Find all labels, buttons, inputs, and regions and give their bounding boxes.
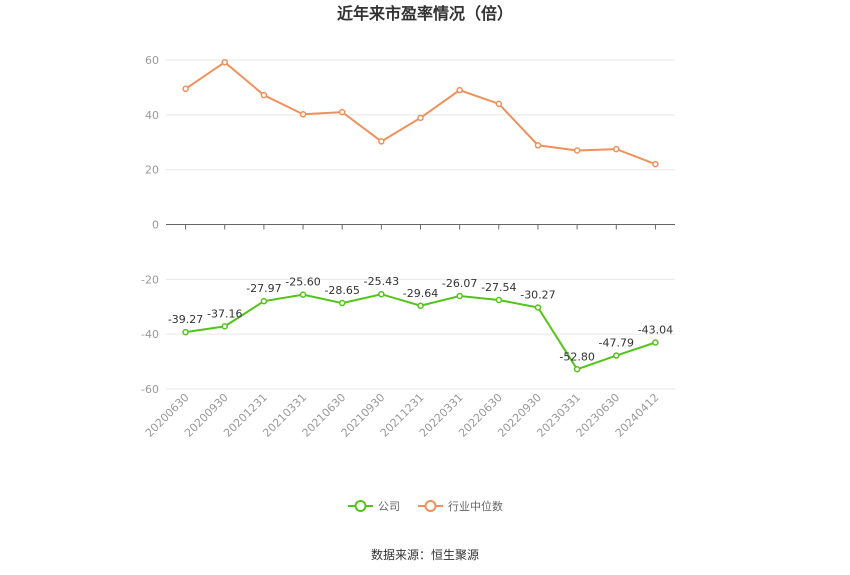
data-label: -27.54 <box>481 281 516 294</box>
series-layer: -39.27 -37.16 -27.97 -25.60 -28.65 -25.43 -29.… <box>168 58 673 373</box>
data-point[interactable] <box>456 292 463 300</box>
data-point[interactable] <box>260 297 268 305</box>
legend-item-company[interactable]: 公司 <box>348 500 400 513</box>
data-point[interactable] <box>613 352 620 359</box>
series-line <box>185 60 656 166</box>
data-point[interactable] <box>573 366 581 373</box>
data-label: -30.27 <box>520 288 555 301</box>
data-point[interactable] <box>221 323 228 330</box>
data-label: -28.65 <box>324 284 359 297</box>
data-point[interactable] <box>182 328 189 336</box>
data-point[interactable] <box>221 58 228 66</box>
data-point[interactable] <box>417 114 424 122</box>
source-note: 数据来源：恒生聚源 <box>371 547 479 562</box>
data-label: -47.79 <box>599 337 634 350</box>
data-point[interactable] <box>534 304 542 311</box>
y-tick-label: -20 <box>141 273 159 286</box>
chart-title: 近年来市盈率情况（倍） <box>337 4 513 23</box>
data-label: -25.60 <box>285 276 320 289</box>
data-point[interactable] <box>338 108 346 116</box>
data-point[interactable] <box>299 291 307 298</box>
y-tick-label: -40 <box>141 328 159 341</box>
data-label: -52.80 <box>559 350 594 363</box>
legend[interactable]: 公司 行业中位数 <box>348 499 503 513</box>
data-point[interactable] <box>534 142 542 149</box>
data-label: -39.27 <box>168 313 203 326</box>
y-tick-label: 60 <box>145 54 159 67</box>
data-label: -25.43 <box>364 275 399 288</box>
legend-item-industry-median[interactable]: 行业中位数 <box>418 499 503 513</box>
legend-label: 公司 <box>378 500 400 513</box>
data-point[interactable] <box>456 86 463 94</box>
data-point[interactable] <box>495 296 503 304</box>
data-point[interactable] <box>260 91 268 99</box>
y-tick-label: 40 <box>145 109 159 122</box>
data-point[interactable] <box>495 100 503 108</box>
data-label: -37.16 <box>207 307 242 320</box>
data-point[interactable] <box>338 299 346 307</box>
y-tick-label: -60 <box>141 383 159 396</box>
y-tick-label: 20 <box>145 164 159 177</box>
data-point[interactable] <box>182 85 189 93</box>
y-axis: 60 40 20 0 -20 -40 -60 <box>141 54 159 396</box>
x-axis: 2020063020200930202012312021033120210630… <box>143 224 675 440</box>
data-point[interactable] <box>378 138 385 145</box>
data-point[interactable] <box>652 160 659 168</box>
legend-label: 行业中位数 <box>448 499 503 513</box>
y-tick-label: 0 <box>152 219 159 232</box>
data-point[interactable] <box>573 147 581 154</box>
legend-marker-icon <box>354 500 367 512</box>
gridlines <box>166 59 675 390</box>
legend-marker-icon <box>424 500 437 512</box>
data-point[interactable] <box>652 339 659 346</box>
series-company: -39.27 -37.16 -27.97 -25.60 -28.65 -25.43 -29.… <box>168 275 673 373</box>
data-point[interactable] <box>417 302 424 310</box>
data-label: -27.97 <box>246 282 281 295</box>
data-label: -43.04 <box>638 324 673 337</box>
data-point[interactable] <box>613 145 620 153</box>
data-point[interactable] <box>378 290 385 298</box>
data-point[interactable] <box>299 111 307 118</box>
data-label: -26.07 <box>442 277 477 290</box>
series-industry-median <box>182 58 659 168</box>
data-label: -29.64 <box>403 287 438 300</box>
